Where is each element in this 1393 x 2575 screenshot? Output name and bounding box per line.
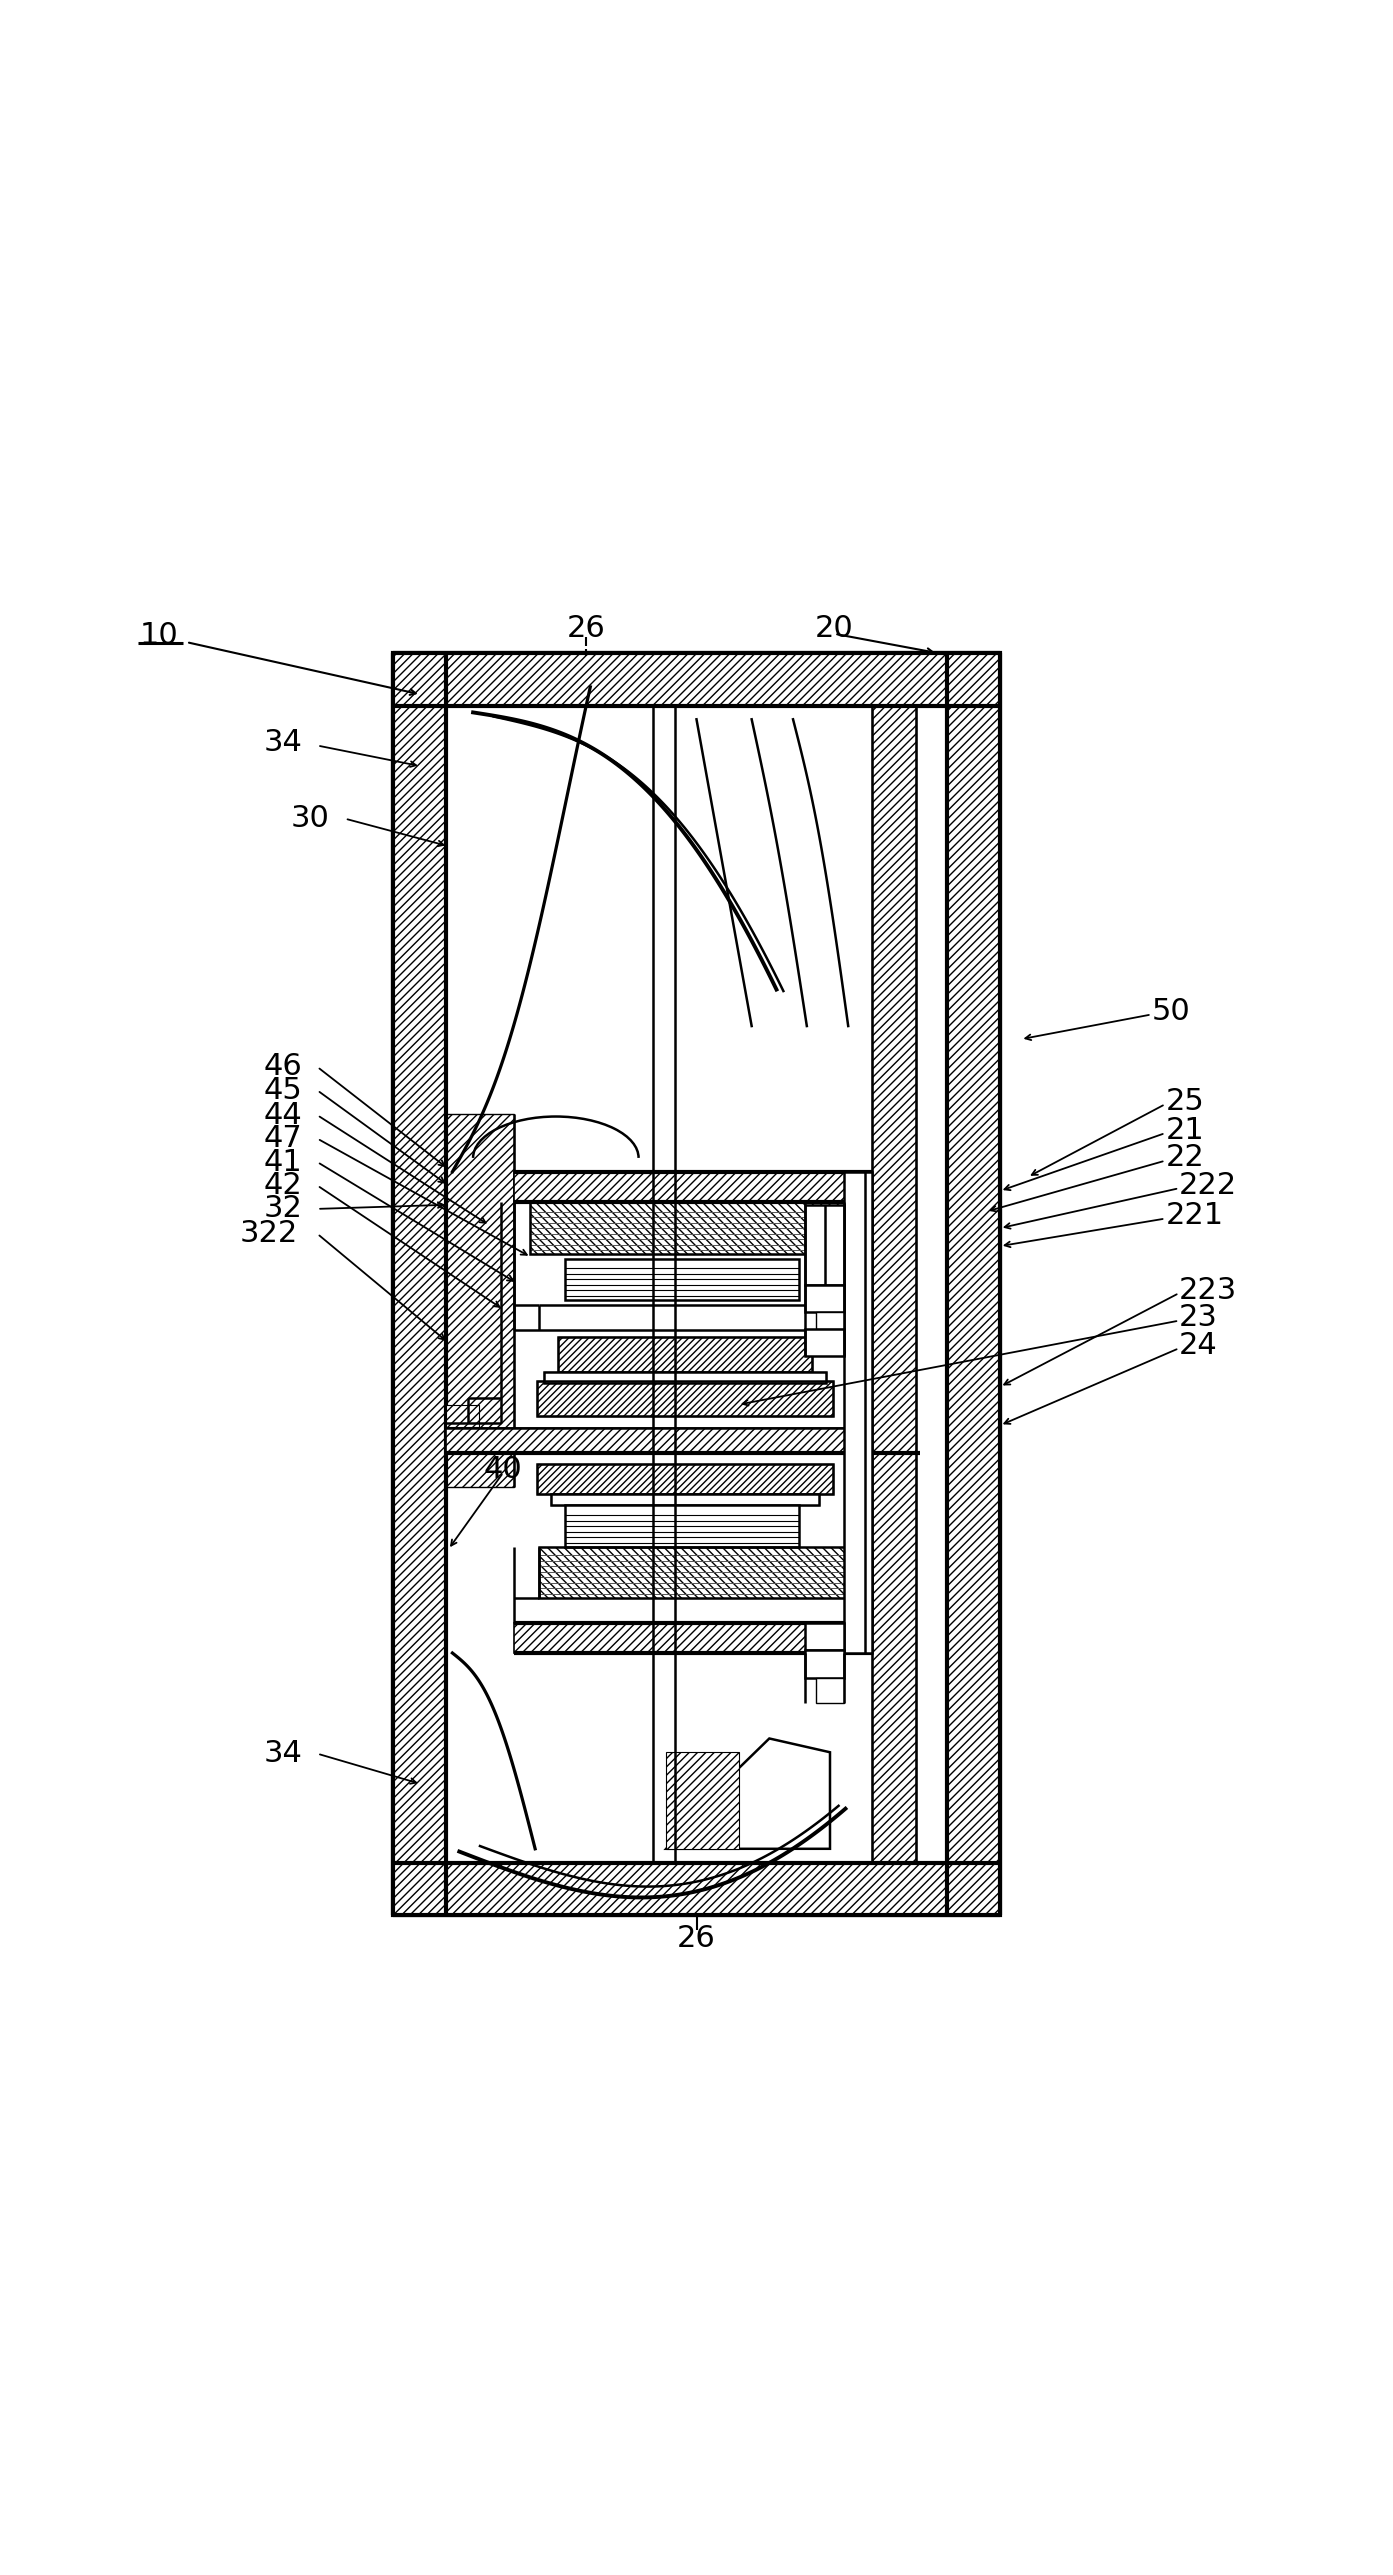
Bar [564,1259,798,1300]
Text: 22: 22 [1166,1143,1204,1172]
Bar [865,1172,872,1653]
Bar [552,1494,819,1506]
Bar [393,654,446,1916]
Polygon shape [666,1738,830,1849]
Bar [805,1205,844,1285]
Bar [446,1429,872,1452]
Bar [666,1751,738,1849]
Text: 40: 40 [483,1455,522,1483]
Bar [552,1494,819,1506]
Text: 44: 44 [263,1100,302,1130]
Text: 46: 46 [263,1053,302,1082]
Bar [514,1622,872,1653]
Bar [564,1506,798,1548]
Bar [559,1336,812,1372]
Bar [559,1336,812,1372]
Text: 47: 47 [263,1125,302,1154]
Text: 10: 10 [139,621,178,649]
Text: 223: 223 [1180,1275,1237,1306]
Bar [805,1329,844,1357]
Bar [538,1465,833,1494]
Text: 34: 34 [263,729,302,757]
Bar [816,1313,844,1329]
Text: 50: 50 [1152,997,1191,1027]
Bar [393,654,1000,706]
Text: 42: 42 [263,1172,302,1200]
Bar [816,1679,844,1702]
Bar [538,1465,833,1494]
Bar [514,1172,872,1203]
Text: 222: 222 [1180,1172,1237,1200]
Text: 221: 221 [1166,1203,1223,1231]
Bar [545,1372,826,1383]
Bar [545,1372,826,1383]
Bar [538,1380,833,1416]
Bar [446,1115,514,1488]
Bar [805,1622,844,1651]
Text: 25: 25 [1166,1087,1204,1115]
Bar [539,1548,855,1599]
Bar [844,1172,869,1653]
Bar [531,1203,854,1254]
Text: 24: 24 [1180,1331,1217,1360]
Text: 34: 34 [263,1738,302,1769]
Text: 322: 322 [240,1218,298,1249]
Text: 26: 26 [567,613,606,644]
Text: 41: 41 [263,1148,302,1177]
Text: 20: 20 [815,613,854,644]
Bar [393,1862,1000,1916]
Bar [531,1203,854,1254]
Bar [947,654,1000,1916]
Bar [539,1548,855,1599]
Bar [393,654,1000,1916]
Text: 21: 21 [1166,1115,1204,1146]
Bar [805,1651,844,1679]
Bar [872,706,915,1862]
Bar [446,1406,479,1427]
Text: 26: 26 [677,1924,716,1952]
Bar [805,1285,844,1313]
Bar [538,1380,833,1416]
Text: 23: 23 [1180,1303,1217,1331]
Text: 32: 32 [263,1195,302,1223]
Text: 30: 30 [291,803,330,834]
Text: 45: 45 [263,1076,302,1105]
